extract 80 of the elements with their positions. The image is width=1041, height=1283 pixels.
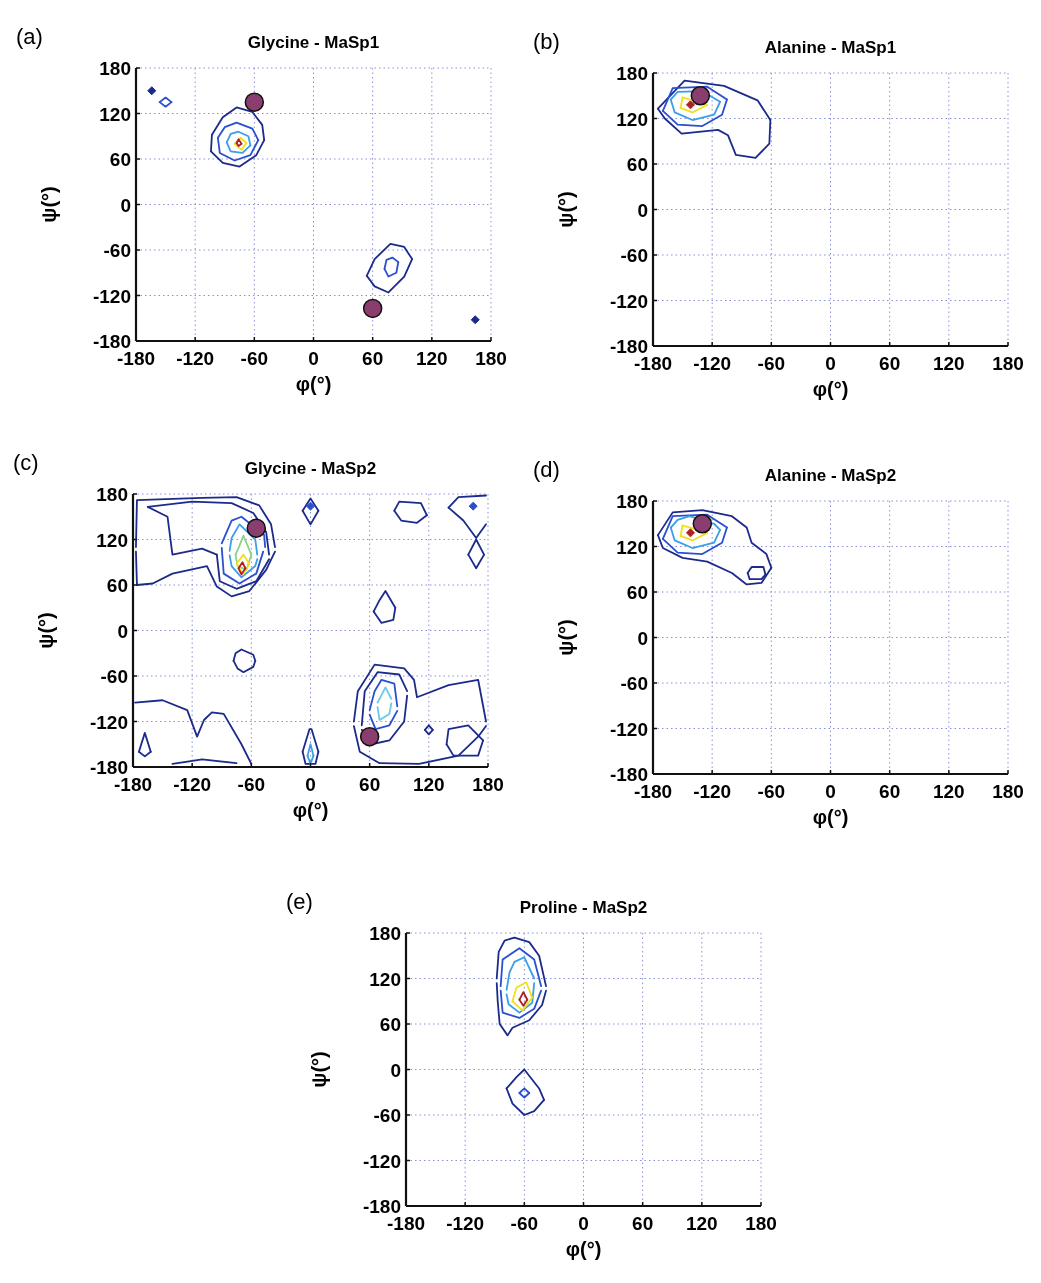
x-tick-label: 180 xyxy=(475,348,507,369)
chart-title: Glycine - MaSp1 xyxy=(247,33,380,52)
chart-title: Alanine - MaSp2 xyxy=(764,466,897,485)
x-tick-label: 0 xyxy=(308,348,319,369)
y-tick-label: 120 xyxy=(96,529,128,551)
x-tick-label: 0 xyxy=(825,353,836,374)
chart-title: Glycine - MaSp2 xyxy=(244,459,377,478)
x-tick-label: -60 xyxy=(240,348,269,369)
x-tick-label: -120 xyxy=(693,353,732,374)
y-tick-label: 180 xyxy=(616,491,648,512)
x-tick-label: -120 xyxy=(176,348,215,369)
x-tick-label: 0 xyxy=(825,781,836,802)
y-tick-label: 0 xyxy=(390,1059,401,1081)
y-axis-title: ψ(°) xyxy=(38,186,60,223)
y-tick-label: -60 xyxy=(373,1105,401,1126)
x-tick-label: -120 xyxy=(173,774,212,795)
x-tick-label: -60 xyxy=(237,774,266,795)
y-tick-label: -120 xyxy=(89,711,128,733)
x-tick-label: 120 xyxy=(932,781,965,802)
text: (a) xyxy=(16,24,43,49)
y-axis-title: ψ(°) xyxy=(555,619,577,656)
y-axis-title: ψ(°) xyxy=(35,612,57,649)
x-tick-label: -120 xyxy=(693,781,732,802)
y-tick-label: -180 xyxy=(89,757,128,778)
y-tick-label: 120 xyxy=(369,968,401,990)
x-tick-label: 0 xyxy=(305,774,316,795)
x-tick-label: 180 xyxy=(992,353,1024,374)
y-tick-label: -60 xyxy=(620,673,648,694)
y-tick-label: -60 xyxy=(100,666,128,687)
x-tick-label: -120 xyxy=(446,1213,485,1234)
x-axis-title: φ(°) xyxy=(565,1238,602,1260)
text: (e) xyxy=(286,889,313,914)
x-axis-title: φ(°) xyxy=(295,373,332,395)
y-tick-label: 0 xyxy=(637,199,648,221)
y-tick-label: 0 xyxy=(117,620,128,642)
y-tick-label: 180 xyxy=(369,923,401,944)
text: (b) xyxy=(533,29,560,54)
y-tick-label: 60 xyxy=(626,582,648,603)
x-tick-label: 60 xyxy=(879,353,901,374)
chart-title: Proline - MaSp2 xyxy=(519,898,648,917)
y-tick-label: 120 xyxy=(99,103,131,125)
y-tick-label: 0 xyxy=(120,194,131,216)
y-tick-label: -60 xyxy=(103,240,131,261)
chart-title: Alanine - MaSp1 xyxy=(764,38,897,57)
y-axis-title: ψ(°) xyxy=(555,191,577,228)
y-tick-label: 0 xyxy=(637,627,648,649)
y-tick-label: -120 xyxy=(609,718,648,740)
y-tick-label: 60 xyxy=(379,1014,401,1035)
y-tick-label: 120 xyxy=(616,108,648,130)
x-tick-label: 120 xyxy=(932,353,965,374)
y-tick-label: 60 xyxy=(626,154,648,175)
y-tick-label: -120 xyxy=(362,1150,401,1172)
x-tick-label: 120 xyxy=(415,348,448,369)
x-tick-label: -60 xyxy=(757,781,786,802)
y-tick-label: 60 xyxy=(109,149,131,170)
x-tick-label: -60 xyxy=(757,353,786,374)
y-axis-title: ψ(°) xyxy=(308,1051,330,1088)
y-tick-label: 180 xyxy=(99,58,131,79)
x-axis-title: φ(°) xyxy=(292,799,329,821)
x-tick-label: 120 xyxy=(685,1213,718,1234)
y-tick-label: 120 xyxy=(616,536,648,558)
x-axis-title: φ(°) xyxy=(812,378,849,400)
x-axis-title: φ(°) xyxy=(812,806,849,828)
y-tick-label: -60 xyxy=(620,245,648,266)
text: (c) xyxy=(13,450,39,475)
x-tick-label: 60 xyxy=(879,781,901,802)
y-tick-label: -180 xyxy=(362,1196,401,1217)
text: (d) xyxy=(533,457,560,482)
x-tick-label: 180 xyxy=(992,781,1024,802)
x-tick-label: 180 xyxy=(745,1213,777,1234)
x-tick-label: 0 xyxy=(578,1213,589,1234)
y-tick-label: -180 xyxy=(92,331,131,352)
y-tick-label: -120 xyxy=(609,290,648,312)
x-tick-label: 120 xyxy=(412,774,445,795)
y-tick-label: 180 xyxy=(616,63,648,84)
x-tick-label: -60 xyxy=(510,1213,539,1234)
y-tick-label: 180 xyxy=(96,484,128,505)
y-tick-label: 60 xyxy=(106,575,128,596)
x-tick-label: 180 xyxy=(472,774,504,795)
y-tick-label: -120 xyxy=(92,285,131,307)
